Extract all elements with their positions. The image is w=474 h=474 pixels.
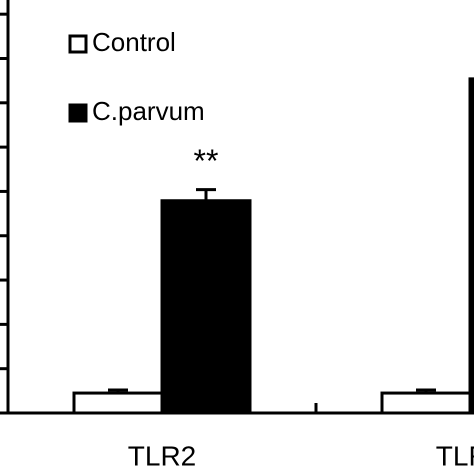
legend-swatch — [68, 34, 88, 54]
bar — [380, 391, 472, 415]
bar — [72, 391, 164, 415]
legend-label: Control — [92, 27, 176, 57]
legend-swatch — [68, 103, 88, 123]
x-tick-label: TLR4 — [436, 440, 474, 471]
legend-label: C.parvum — [92, 96, 205, 126]
bar — [468, 77, 474, 415]
x-tick-label: TLR2 — [128, 440, 196, 471]
annotation: ** — [194, 143, 219, 179]
error-bar — [196, 188, 216, 201]
bar — [160, 199, 252, 415]
